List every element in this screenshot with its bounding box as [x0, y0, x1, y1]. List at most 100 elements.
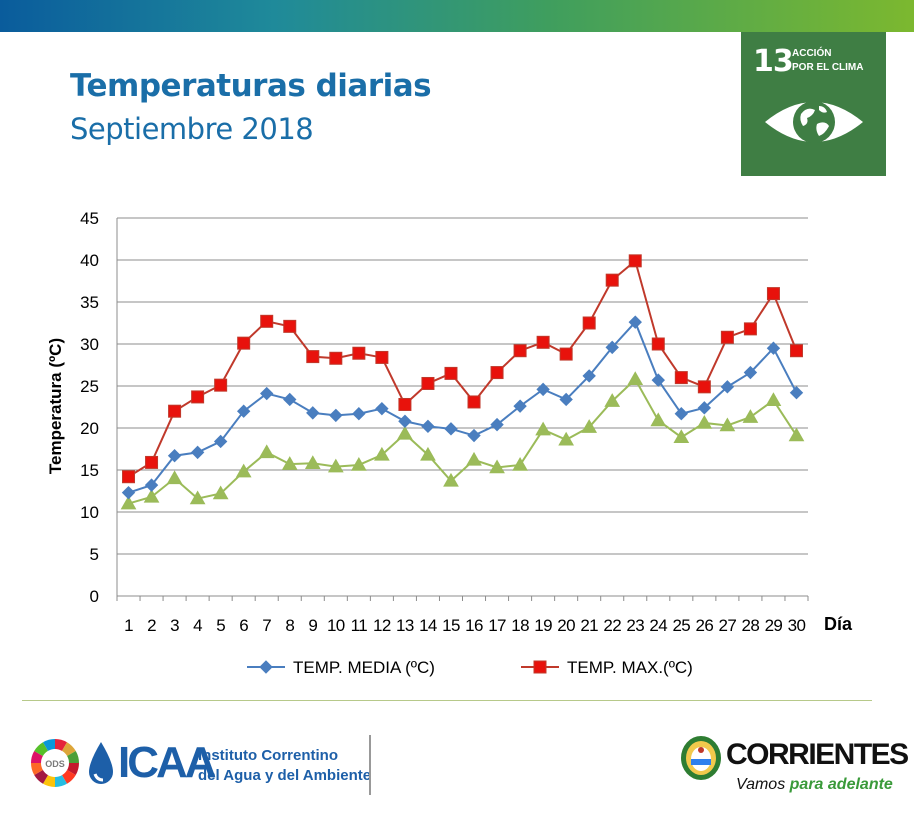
ods-label: ODS	[45, 759, 65, 769]
x-tick-label: 18	[511, 616, 529, 635]
x-tick-label: 15	[442, 616, 460, 635]
data-point-triangle	[696, 414, 713, 429]
data-point-triangle	[120, 495, 137, 510]
sdg-label-line2: POR EL CLIMA	[792, 62, 864, 73]
slogan-start: Vamos	[736, 776, 790, 793]
data-point-diamond	[398, 414, 412, 428]
data-point-square	[444, 366, 458, 380]
data-point-square	[628, 254, 642, 268]
data-point-square	[651, 337, 665, 351]
x-tick-label: 23	[626, 616, 644, 635]
corrientes-wordmark: CORRIENTES	[726, 738, 909, 771]
data-point-square	[490, 366, 504, 380]
data-point-square	[766, 287, 780, 301]
x-tick-label: 16	[465, 616, 483, 635]
data-point-triangle	[350, 456, 367, 471]
data-point-square	[306, 350, 320, 364]
data-point-diamond	[121, 485, 136, 500]
x-tick-label: 6	[239, 616, 248, 635]
sdg-label-line1: ACCIÓN	[792, 48, 832, 59]
data-point-triangle	[189, 490, 206, 505]
data-point-square	[743, 322, 757, 336]
data-point-square	[533, 660, 547, 674]
data-point-diamond	[536, 382, 550, 397]
data-point-triangle	[235, 463, 252, 478]
data-point-diamond	[283, 392, 297, 407]
data-point-square	[214, 378, 228, 392]
page-subtitle: Septiembre 2018	[70, 112, 314, 146]
data-point-square	[720, 330, 734, 344]
data-point-diamond	[444, 422, 458, 436]
data-point-square	[605, 273, 619, 287]
institute-name: Instituto Correntino del Agua y del Ambi…	[198, 746, 388, 786]
page-title: Temperaturas diarias	[70, 68, 432, 104]
data-point-square	[237, 336, 251, 350]
y-tick-label: 40	[80, 251, 99, 270]
x-tick-label: 11	[351, 616, 368, 635]
y-axis-label: Temperatura (ºC)	[46, 338, 65, 474]
data-point-triangle	[443, 472, 459, 487]
data-point-diamond	[490, 417, 504, 432]
data-point-square	[582, 316, 596, 330]
x-tick-label: 14	[419, 616, 437, 635]
data-point-triangle	[466, 451, 482, 466]
x-tick-label: 2	[147, 616, 156, 635]
y-tick-label: 10	[80, 503, 99, 522]
data-point-diamond	[743, 365, 758, 380]
data-point-square	[352, 346, 366, 360]
x-tick-label: 7	[262, 616, 271, 635]
data-point-triangle	[281, 456, 298, 470]
x-tick-label: 8	[285, 616, 294, 635]
corrientes-logo-block: CORRIENTES Vamos para adelante	[680, 732, 909, 802]
data-point-diamond	[190, 445, 205, 460]
x-tick-label: 12	[373, 616, 391, 635]
x-tick-label: 19	[534, 616, 552, 635]
data-point-triangle	[489, 459, 505, 474]
data-point-square	[191, 390, 205, 404]
y-tick-label: 5	[90, 545, 99, 564]
data-point-square	[697, 380, 711, 394]
institute-line1: Instituto Correntino	[198, 747, 338, 764]
data-point-square	[260, 314, 274, 328]
data-point-diamond	[144, 478, 159, 492]
chart-legend: TEMP. MEDIA (ºC) TEMP. MAX.(ºC)	[247, 658, 693, 677]
data-point-triangle	[397, 425, 413, 440]
ods-wheel-icon: ODS	[30, 739, 80, 787]
data-point-diamond	[559, 392, 573, 407]
data-point-diamond	[329, 408, 343, 423]
y-tick-label: 15	[80, 461, 99, 480]
data-point-diamond	[236, 404, 251, 418]
y-tick-label: 35	[80, 293, 99, 312]
data-point-triangle	[304, 455, 321, 470]
provincial-crest-icon	[681, 736, 721, 780]
icaa-logo-block: ODS ICAA Instituto Correntino del Agua y…	[30, 730, 380, 800]
slogan-end: para adelante	[789, 776, 893, 793]
data-point-diamond	[260, 386, 274, 401]
data-point-diamond	[789, 386, 804, 400]
data-point-square	[467, 395, 481, 409]
data-point-triangle	[327, 458, 344, 473]
corrientes-slogan: Vamos para adelante	[736, 776, 893, 794]
data-point-diamond	[720, 380, 735, 394]
data-point-diamond	[513, 399, 527, 413]
data-point-square	[421, 376, 435, 390]
data-point-diamond	[352, 407, 366, 421]
footer-divider	[22, 700, 872, 701]
data-point-triangle	[420, 446, 436, 461]
y-tick-label: 30	[80, 335, 99, 354]
data-point-diamond	[259, 660, 273, 674]
data-point-square	[283, 319, 297, 333]
x-tick-label: 5	[216, 616, 225, 635]
data-point-triangle	[581, 419, 598, 433]
data-point-square	[536, 335, 550, 349]
data-point-square	[168, 404, 182, 418]
x-tick-label: 17	[488, 616, 506, 635]
x-tick-label: 10	[327, 616, 345, 635]
water-drop-icon	[89, 742, 113, 784]
data-point-diamond	[421, 419, 435, 434]
x-tick-label: 21	[580, 616, 598, 635]
data-point-diamond	[651, 373, 665, 387]
data-point-diamond	[582, 369, 596, 383]
